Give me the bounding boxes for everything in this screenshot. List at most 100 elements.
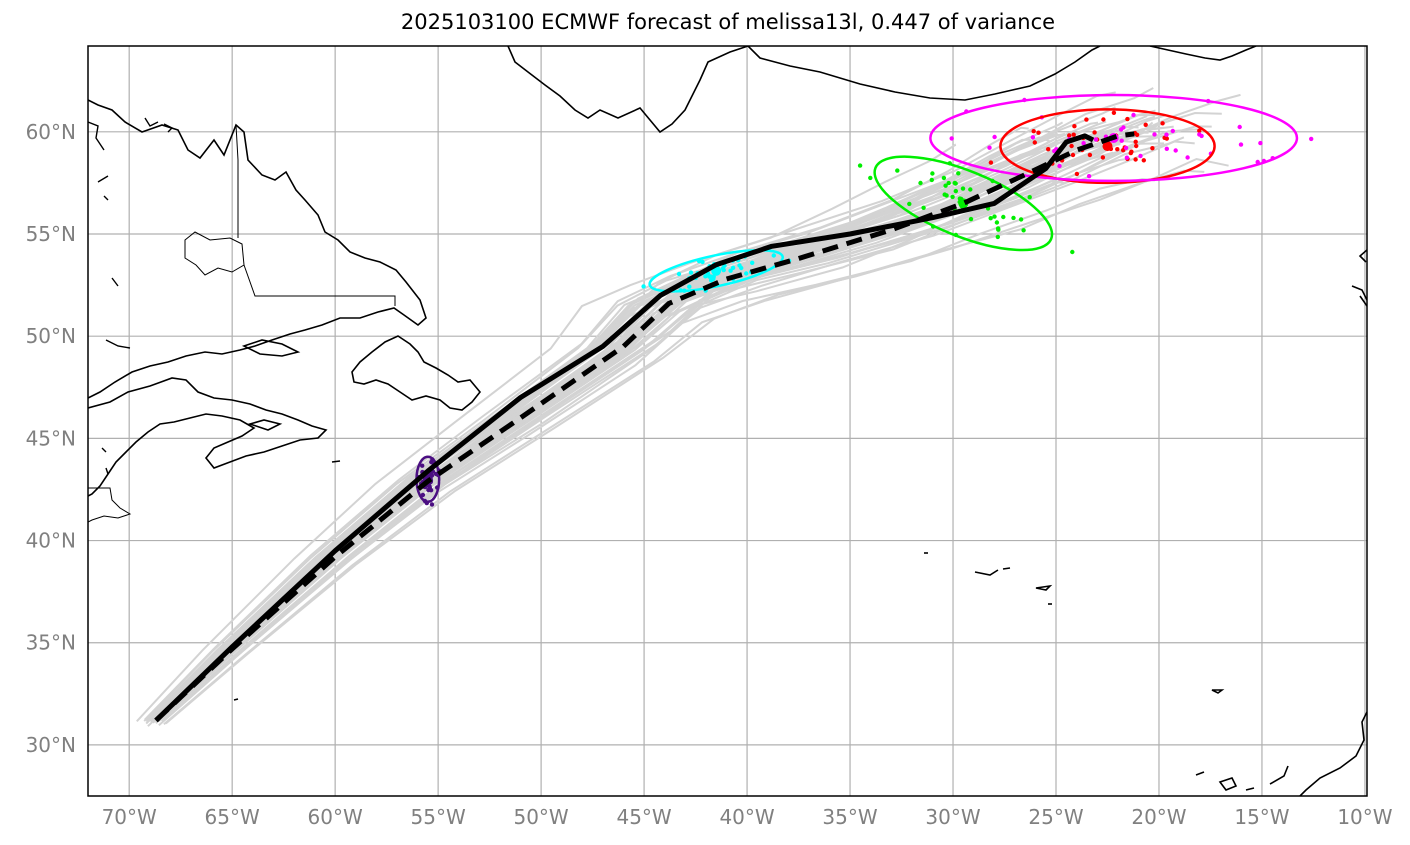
bermuda <box>233 698 239 701</box>
graticule <box>88 46 1367 796</box>
ensemble-member-track <box>155 139 1136 722</box>
member-position-dot <box>992 214 997 219</box>
member-position-dot <box>700 259 705 265</box>
lon-tick-label: 40°W <box>719 805 774 829</box>
ensemble-member-track <box>162 140 1195 723</box>
map-title: 2025103100 ECMWF forecast of melissa13l,… <box>400 10 1056 34</box>
lon-tick-label: 25°W <box>1028 805 1083 829</box>
member-position-dot <box>1018 217 1024 222</box>
member-position-dot <box>953 181 958 186</box>
ensemble-member-track <box>145 164 1043 725</box>
member-position-dot <box>1160 121 1165 126</box>
member-position-dot <box>1081 141 1086 146</box>
member-position-dot <box>1092 130 1097 135</box>
ensemble-member-track <box>158 121 1154 721</box>
greenland-coast-east <box>1149 46 1257 61</box>
member-position-dot <box>1036 130 1041 135</box>
ensemble-member-track <box>145 143 1053 723</box>
lat-tick-label: 40°N <box>26 529 76 553</box>
azores-4 <box>1035 584 1053 591</box>
member-position-dot <box>1141 158 1147 163</box>
member-position-dot <box>720 266 726 271</box>
lon-tick-label: 30°W <box>925 805 980 829</box>
member-position-dot <box>949 136 954 141</box>
uncertainty-ellipse <box>873 155 1054 252</box>
lat-tick-label: 60°N <box>26 120 76 144</box>
ensemble-member-track <box>158 142 1165 722</box>
uncertainty-ellipses <box>415 93 1299 503</box>
member-position-dot <box>1173 148 1178 153</box>
member-position-dot <box>1001 214 1006 220</box>
axis-tick-labels: 70°W 65°W 60°W 55°W 50°W 45°W 40°W 35°W 30°W 25°W… <box>26 120 1393 829</box>
lon-tick-label: 50°W <box>513 805 568 829</box>
member-position-dot <box>1185 155 1190 160</box>
member-position-dot <box>921 205 926 210</box>
ensemble-member-track <box>144 126 1029 721</box>
member-position-dot <box>988 216 993 221</box>
lat-tick-label: 50°N <box>26 324 76 348</box>
member-position-dot <box>1134 143 1139 149</box>
member-position-dot <box>1309 136 1314 142</box>
maine-coast <box>88 487 132 523</box>
tracks <box>154 131 1135 723</box>
ensemble-member-track <box>163 169 1205 726</box>
member-position-dot <box>708 278 714 283</box>
member-position-dot <box>771 253 776 258</box>
member-position-dot <box>992 134 997 140</box>
ensemble-members <box>136 87 1241 727</box>
member-position-dot <box>1070 249 1075 255</box>
madeira <box>1211 689 1225 694</box>
member-position-dot <box>428 488 434 493</box>
member-position-dot <box>433 471 439 477</box>
labrador-inset <box>88 117 174 475</box>
labrador-border <box>235 124 396 306</box>
lat-tick-label: 30°N <box>26 733 76 757</box>
labrador-coast <box>88 99 427 399</box>
member-position-dot <box>420 463 425 468</box>
member-position-dot <box>1046 147 1051 152</box>
member-position-dot <box>687 284 692 289</box>
member-position-dot <box>1069 143 1074 149</box>
member-position-dot <box>1152 132 1157 137</box>
member-position-dot <box>868 175 873 181</box>
member-position-dot <box>941 175 947 181</box>
member-position-dot <box>1027 195 1032 200</box>
member-position-dot <box>1237 124 1242 130</box>
lon-tick-label: 20°W <box>1131 805 1186 829</box>
member-position-dot <box>1123 145 1129 151</box>
africa-coast <box>1299 711 1367 796</box>
ensemble-member-track <box>158 118 1173 720</box>
member-position-dot <box>1021 228 1026 233</box>
member-positions <box>415 97 1314 507</box>
ellipse-center-marker <box>1102 141 1113 152</box>
member-position-dot <box>728 268 733 273</box>
ensemble-member-track <box>159 125 1174 721</box>
member-position-dot <box>995 234 1000 240</box>
ensemble-mean-track <box>154 131 1135 723</box>
uncertainty-ellipse <box>929 93 1299 183</box>
member-position-dot <box>707 274 712 279</box>
member-position-dot <box>960 186 966 191</box>
member-position-dot <box>942 192 947 197</box>
maritimes <box>88 377 328 497</box>
member-position-dot <box>1115 147 1120 152</box>
member-position-dot <box>703 274 708 279</box>
ireland-fragment <box>1351 249 1367 307</box>
lon-tick-label: 35°W <box>822 805 877 829</box>
member-position-dot <box>956 171 961 176</box>
member-position-dot <box>1118 127 1124 132</box>
member-position-dot <box>1131 112 1136 118</box>
member-position-dot <box>1133 157 1138 162</box>
uncertainty-ellipse <box>999 108 1216 185</box>
member-position-dot <box>1125 116 1130 122</box>
member-position-dot <box>1067 133 1072 138</box>
lat-tick-label: 55°N <box>26 222 76 246</box>
member-position-dot <box>1238 142 1244 147</box>
sable-island <box>331 460 341 463</box>
member-position-dot <box>918 180 923 186</box>
member-position-dot <box>968 216 974 222</box>
member-position-dot <box>1071 132 1076 137</box>
member-position-dot <box>953 188 958 194</box>
member-position-dot <box>1093 137 1099 142</box>
member-position-dot <box>1138 153 1143 159</box>
